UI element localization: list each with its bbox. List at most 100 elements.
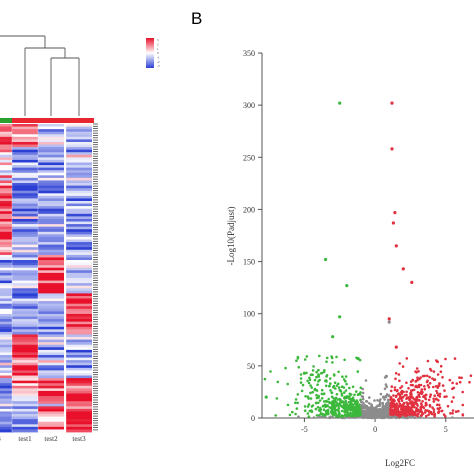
heatmap-cell	[38, 426, 64, 430]
heatmap-cell	[38, 303, 64, 307]
heatmap-cell	[0, 129, 14, 133]
heatmap-cell	[0, 419, 14, 423]
volcano-point	[452, 396, 455, 399]
volcano-point	[386, 409, 390, 413]
heatmap-cell	[66, 231, 92, 235]
heatmap-cell	[66, 167, 92, 171]
volcano-point	[370, 412, 373, 415]
heatmap-cell	[0, 403, 14, 407]
heatmap-cell	[66, 270, 92, 274]
heatmap-cell	[38, 249, 64, 253]
heatmap-cell	[12, 288, 38, 292]
heatmap-cell	[0, 311, 14, 315]
volcano-point	[336, 408, 340, 412]
heatmap-cell	[12, 216, 38, 220]
volcano-point	[368, 396, 371, 399]
volcano-point	[415, 367, 419, 370]
volcano-point	[390, 101, 394, 105]
volcano-point	[274, 414, 278, 417]
heatmap-cell	[66, 385, 92, 389]
heatmap-cell	[0, 275, 14, 279]
volcano-point	[310, 405, 314, 408]
volcano-point	[449, 412, 452, 415]
volcano-point	[396, 408, 399, 412]
volcano-point	[343, 410, 347, 414]
volcano-point	[303, 409, 307, 413]
heatmap-cell	[38, 226, 64, 230]
color-legend-tick: 2	[157, 43, 159, 47]
y-axis-label: -Log10(Padjust)	[226, 207, 236, 266]
volcano-point	[331, 413, 335, 416]
volcano-point	[429, 393, 433, 397]
heatmap-cell	[12, 188, 38, 192]
heatmap-cell	[12, 177, 38, 181]
heatmap-cell	[12, 247, 38, 251]
heatmap-cell	[38, 242, 64, 246]
volcano-point	[332, 373, 336, 376]
heatmap-cell	[0, 188, 14, 192]
volcano-point	[368, 402, 371, 405]
volcano-point	[328, 384, 331, 388]
heatmap-cell	[12, 411, 38, 415]
heatmap-cell	[0, 411, 14, 415]
volcano-point	[403, 393, 407, 397]
volcano-point	[435, 403, 439, 407]
heatmap-cell	[0, 136, 14, 140]
volcano-point	[428, 382, 432, 385]
heatmap-cell	[0, 203, 14, 207]
heatmap-cell	[66, 175, 92, 179]
heatmap-cell	[38, 347, 64, 351]
heatmap-cell	[38, 370, 64, 374]
volcano-point	[383, 412, 387, 416]
heatmap-cell	[38, 247, 64, 251]
volcano-point	[310, 410, 314, 414]
heatmap-cell	[66, 290, 92, 294]
volcano-point	[317, 368, 320, 372]
heatmap-cell	[38, 134, 64, 138]
heatmap-cell	[66, 275, 92, 279]
heatmap-cell	[38, 139, 64, 143]
volcano-point	[356, 370, 360, 373]
volcano-point	[381, 395, 386, 399]
heatmap-cell	[66, 129, 92, 133]
group-color-bar	[0, 118, 94, 123]
volcano-point	[401, 395, 405, 399]
heatmap-cell	[12, 152, 38, 156]
heatmap-cell	[12, 195, 38, 199]
heatmap-cell	[0, 396, 14, 400]
volcano-point	[310, 373, 314, 377]
volcano-point	[439, 364, 443, 368]
heatmap-cell	[66, 406, 92, 410]
heatmap-cell	[66, 216, 92, 220]
volcano-point	[318, 378, 321, 382]
heatmap-cell	[0, 195, 14, 199]
heatmap-cell	[12, 396, 38, 400]
heatmap-cell	[38, 244, 64, 248]
volcano-point	[435, 389, 438, 393]
volcano-point	[457, 409, 460, 413]
heatmap-cell	[66, 362, 92, 366]
volcano-point	[376, 399, 379, 402]
heatmap-cell	[0, 234, 14, 238]
volcano-point	[437, 411, 440, 415]
volcano-point	[418, 399, 421, 402]
heatmap-cell	[12, 175, 38, 179]
heatmap-cell	[0, 236, 14, 240]
heatmap-cell	[12, 244, 38, 248]
volcano-point	[307, 415, 311, 418]
heatmap-cell	[0, 221, 14, 225]
heatmap-cell	[66, 337, 92, 340]
heatmap-cell	[38, 278, 64, 281]
volcano-point	[331, 335, 335, 339]
volcano-point	[344, 389, 348, 392]
volcano-point	[445, 395, 448, 398]
heatmap-cell	[38, 414, 64, 417]
volcano-point	[308, 409, 312, 413]
volcano-point	[329, 389, 332, 392]
y-tick-label: 250	[243, 153, 255, 162]
volcano-point	[393, 415, 397, 419]
volcano-point	[394, 372, 398, 375]
heatmap-cell	[0, 262, 14, 266]
heatmap-cell	[66, 131, 92, 135]
heatmap-cell	[12, 221, 38, 225]
